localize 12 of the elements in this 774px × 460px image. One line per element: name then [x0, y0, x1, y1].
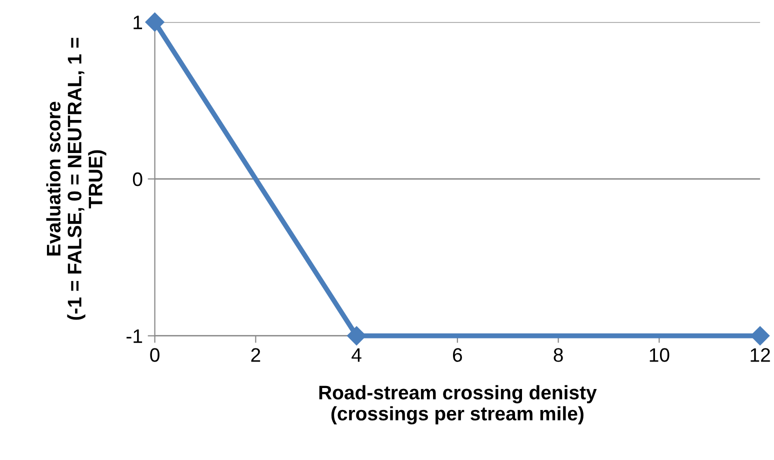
y-axis-title: Evaluation score (-1 = FALSE, 0 = NEUTRAL, 1 = TRUE): [46, 38, 106, 320]
x-tick-label: 8: [554, 348, 563, 362]
x-tick-label: 0: [150, 348, 160, 362]
x-tick-label: 4: [352, 348, 362, 362]
x-tick-label: 10: [650, 348, 670, 362]
x-axis-title: Road-stream crossing denisty (crossings per stream mile): [319, 385, 597, 424]
x-tick-label: 12: [750, 348, 770, 362]
y-tick-label: -1: [126, 329, 142, 343]
y-tick-label: 1: [134, 16, 142, 30]
x-tick-label: 6: [453, 348, 462, 362]
x-tick-label: 2: [251, 348, 260, 362]
y-tick-label: 0: [132, 172, 142, 186]
